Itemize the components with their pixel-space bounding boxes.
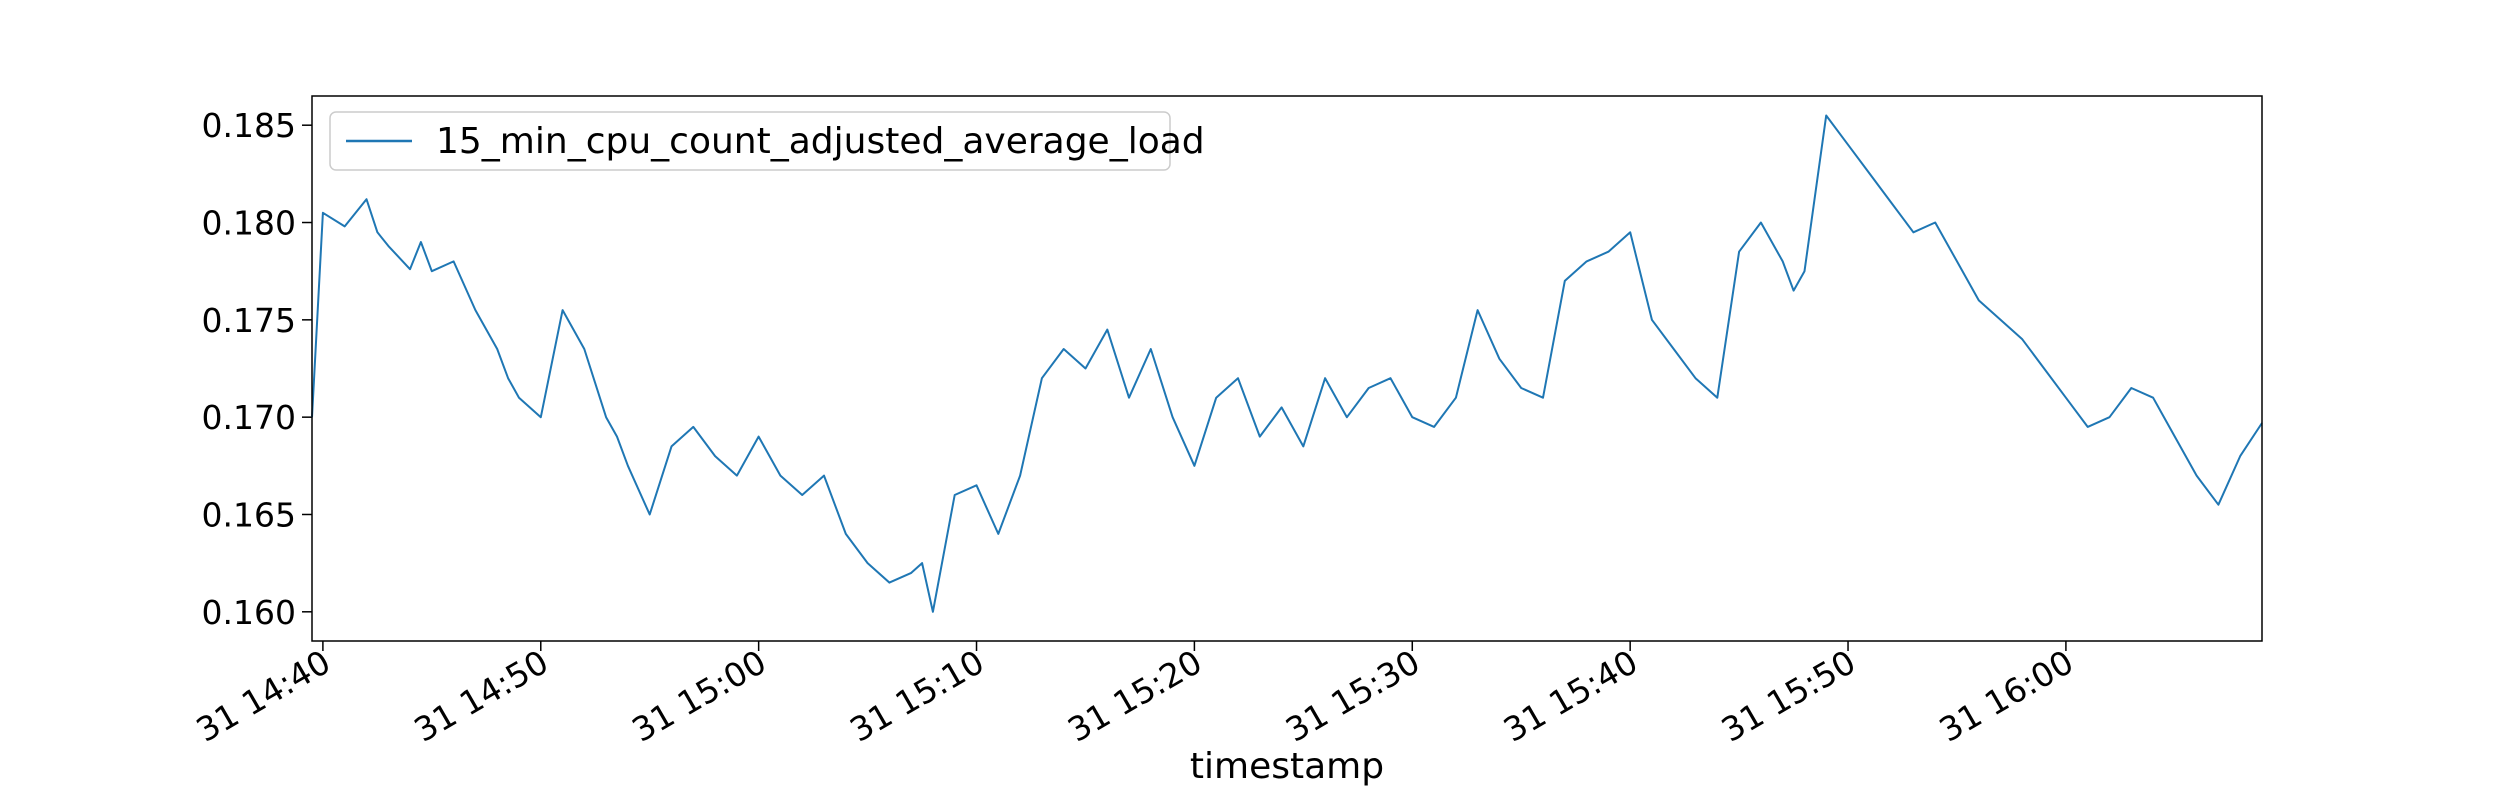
legend-label: 15_min_cpu_count_adjusted_average_load xyxy=(436,121,1205,162)
y-tick-label: 0.160 xyxy=(202,593,296,632)
y-tick-label: 0.180 xyxy=(202,204,296,243)
y-tick-label: 0.185 xyxy=(202,106,296,145)
x-tick-label: 31 15:40 xyxy=(1497,642,1644,750)
x-tick-label: 31 15:00 xyxy=(625,642,772,750)
x-tick-label: 31 15:50 xyxy=(1715,642,1862,750)
series-line-0 xyxy=(311,114,2263,613)
x-axis: 31 14:40 31 14:50 31 15:00 31 15:10 31 15:20… xyxy=(190,641,2080,750)
x-tick-label: 31 16:00 xyxy=(1933,642,2080,750)
x-tick-label: 31 14:40 xyxy=(190,642,337,750)
y-axis: 0.160 0.165 0.170 0.175 0.180 0.185 xyxy=(202,106,312,632)
plot-frame xyxy=(311,95,2263,642)
y-tick-label: 0.170 xyxy=(202,398,296,437)
x-tick-label: 31 15:30 xyxy=(1279,642,1426,750)
series-group xyxy=(311,114,2263,613)
y-tick-label: 0.165 xyxy=(202,495,296,534)
x-axis-label: timestamp xyxy=(1190,746,1384,787)
legend-box xyxy=(329,111,1171,171)
y-tick-label: 0.175 xyxy=(202,301,296,340)
x-tick-label: 31 15:10 xyxy=(843,642,990,750)
x-tick-label: 31 14:50 xyxy=(407,642,554,750)
legend: 15_min_cpu_count_adjusted_average_load xyxy=(329,111,1205,171)
plot-background xyxy=(312,96,2262,641)
x-tick-label: 31 15:20 xyxy=(1061,642,1208,750)
